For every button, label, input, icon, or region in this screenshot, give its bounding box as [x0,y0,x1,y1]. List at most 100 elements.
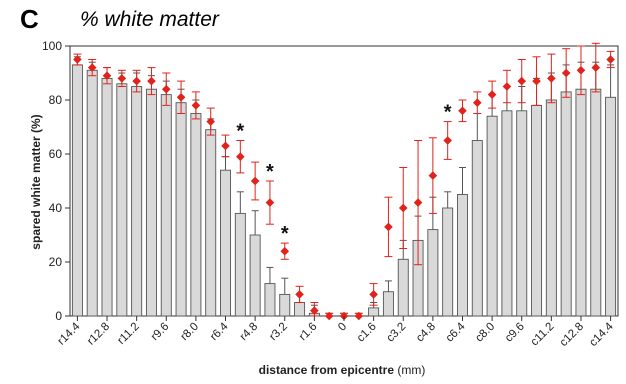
data-point [606,55,615,64]
x-tick-label: c3.2 [384,321,408,345]
bar [160,94,172,317]
bar [264,283,276,317]
data-point [398,203,408,213]
data-point [161,84,171,94]
bar [605,96,617,317]
x-tick-label: r11.2 [115,321,141,347]
data-point [443,136,452,145]
data-point [591,63,601,72]
panel-label: C [20,4,39,34]
bar [101,77,113,317]
y-tick-label: 60 [49,147,63,161]
bar [116,83,128,317]
data-point [487,90,497,99]
bar [545,99,557,317]
data-point [176,93,186,102]
bar [294,302,306,317]
y-tick-label: 0 [55,309,62,323]
bar [575,88,587,317]
data-point [502,82,512,91]
significance-star: * [444,102,452,124]
x-tick-label: r9.6 [149,321,172,344]
data-point [132,76,141,86]
data-point [102,71,112,80]
x-tick-label: c1.6 [355,321,379,345]
data-point [280,246,290,256]
bar [175,102,187,317]
data-point [561,68,571,78]
data-point [147,76,156,86]
plot-area: 0 20 40 60 80 100 * * * * r14.4 r12.8 r11.2 r9.6 r8.0 r… [42,39,619,349]
x-tick-label: r1.6 [297,321,320,344]
bar [368,307,380,317]
bar [382,291,394,317]
data-point [384,222,393,232]
x-axis-unit: (mm) [397,363,425,377]
data-point [295,290,304,299]
significance-star: * [266,161,274,183]
data-point [576,66,586,75]
data-point [354,311,364,321]
x-tick-label: r14.4 [56,320,83,347]
bar [531,104,543,317]
data-point [458,106,467,116]
x-tick-label: c9.6 [503,321,527,345]
data-point [250,176,260,186]
x-tick-label: r6.4 [208,320,231,343]
data-point [310,306,319,315]
x-tick-label: r8.0 [179,321,202,344]
y-axis-label: spared white matter (%) [29,114,43,249]
bar [457,194,468,317]
x-tick-label: c14.4 [587,320,616,349]
chart-title: % white matter [80,8,220,31]
bar [249,234,261,317]
data-point [369,290,378,299]
bar [560,91,572,317]
data-point [221,141,230,151]
x-tick-label: c6.4 [444,320,468,344]
x-tick-label: c4.8 [414,321,438,345]
bar [190,113,202,317]
data-point [517,76,527,86]
y-tick-label: 80 [49,93,63,107]
bar [86,69,98,317]
data-point [73,55,82,64]
x-axis-label-text: distance from epicentre [259,363,395,377]
data-point [413,198,423,207]
bar [516,110,528,317]
bar [205,129,217,317]
y-tick-label: 100 [42,39,62,53]
significance-star: * [236,121,244,143]
bar [71,64,83,317]
data-point [324,311,334,321]
bar [234,212,246,317]
data-point [236,152,245,161]
data-point [428,171,438,180]
bar [501,110,513,317]
bar [220,169,231,317]
bar [486,115,498,317]
x-tick-label: r12.8 [85,321,112,348]
bar [279,293,291,317]
bar [427,229,439,317]
x-tick-label: c12.8 [558,321,586,349]
significance-star: * [281,223,289,245]
bar [131,86,143,317]
data-point [547,74,556,83]
y-tick-label: 40 [49,201,63,215]
data-point [472,98,482,107]
bar [471,140,483,317]
x-tick-label: r3.2 [267,321,290,344]
x-tick-label: c11.2 [529,321,557,349]
x-axis-label: distance from epicentre (mm) [259,363,426,377]
data-point [117,74,127,83]
bar [590,88,602,317]
y-tick-label: 20 [49,255,63,269]
x-tick-label: r4.8 [238,321,261,344]
bar [397,258,409,317]
x-tick-label: 0 [336,321,349,334]
bar [442,207,454,317]
data-point [206,117,216,126]
data-point [532,76,541,86]
